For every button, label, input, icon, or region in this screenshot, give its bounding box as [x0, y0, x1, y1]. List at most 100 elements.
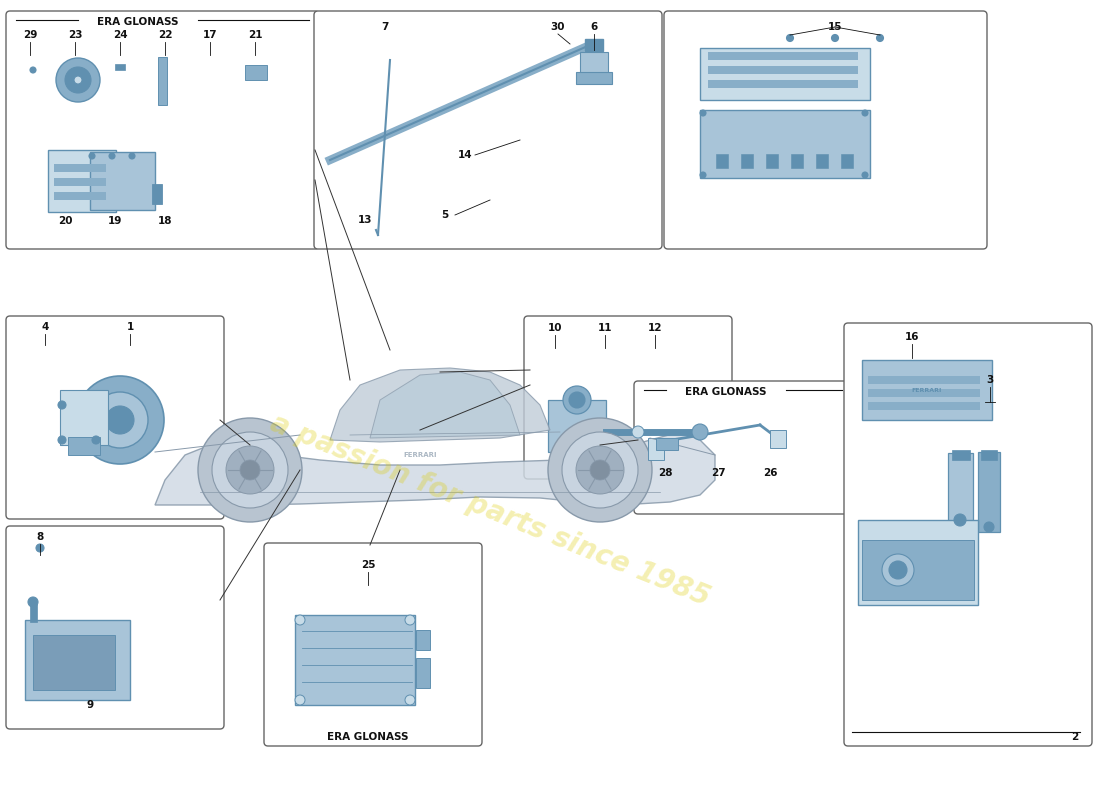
Text: 25: 25: [361, 560, 375, 570]
Bar: [868, 376, 980, 384]
Bar: [548, 400, 606, 452]
Bar: [978, 452, 1000, 532]
Text: 10: 10: [548, 323, 562, 333]
FancyBboxPatch shape: [314, 11, 662, 249]
Text: 24: 24: [112, 30, 128, 40]
Text: 19: 19: [108, 216, 122, 226]
Circle shape: [58, 401, 66, 409]
Text: 1: 1: [126, 322, 133, 332]
Text: 16: 16: [904, 332, 920, 342]
Bar: [54, 192, 106, 200]
Polygon shape: [370, 372, 520, 438]
Text: 5: 5: [441, 210, 449, 220]
Bar: [152, 184, 162, 204]
Bar: [90, 152, 155, 210]
Bar: [416, 630, 430, 650]
Circle shape: [30, 67, 36, 73]
Circle shape: [576, 446, 624, 494]
Text: 18: 18: [157, 216, 173, 226]
Bar: [295, 615, 415, 705]
Circle shape: [89, 153, 95, 159]
Text: 20: 20: [57, 216, 73, 226]
Bar: [245, 65, 267, 80]
Circle shape: [106, 406, 134, 434]
Bar: [948, 453, 974, 525]
Circle shape: [700, 110, 706, 116]
Circle shape: [405, 615, 415, 625]
Text: 21: 21: [248, 30, 262, 40]
Text: 3: 3: [987, 375, 993, 385]
Circle shape: [954, 514, 966, 526]
Circle shape: [692, 424, 708, 440]
Text: 2: 2: [1071, 732, 1079, 742]
Text: 15: 15: [827, 22, 843, 32]
Polygon shape: [155, 432, 715, 505]
Circle shape: [569, 392, 585, 408]
Text: 11: 11: [597, 323, 613, 333]
Bar: [766, 154, 778, 168]
Text: 22: 22: [157, 30, 173, 40]
Text: 7: 7: [382, 22, 388, 32]
Text: 27: 27: [711, 468, 725, 478]
Circle shape: [240, 460, 260, 480]
Text: 4: 4: [42, 322, 48, 332]
Circle shape: [109, 153, 116, 159]
Text: 12: 12: [648, 323, 662, 333]
Bar: [576, 72, 612, 84]
Bar: [770, 430, 786, 448]
Bar: [68, 437, 100, 455]
FancyBboxPatch shape: [634, 381, 852, 514]
Circle shape: [295, 695, 305, 705]
Bar: [33, 635, 116, 690]
Circle shape: [832, 34, 838, 42]
Circle shape: [984, 522, 994, 532]
FancyBboxPatch shape: [6, 526, 224, 729]
Text: ERA GLONASS: ERA GLONASS: [328, 732, 409, 742]
Circle shape: [58, 436, 66, 444]
Circle shape: [786, 34, 793, 42]
Bar: [708, 80, 858, 88]
Text: ERA GLONASS: ERA GLONASS: [685, 387, 767, 397]
Circle shape: [548, 418, 652, 522]
Bar: [862, 540, 974, 600]
Bar: [842, 154, 852, 168]
Circle shape: [882, 554, 914, 586]
Bar: [416, 658, 430, 688]
Circle shape: [877, 34, 883, 42]
Circle shape: [76, 376, 164, 464]
Bar: [700, 48, 870, 100]
Circle shape: [92, 436, 100, 444]
Text: 6: 6: [591, 22, 597, 32]
Circle shape: [700, 172, 706, 178]
Bar: [580, 52, 608, 74]
Bar: [708, 52, 858, 60]
Circle shape: [28, 597, 38, 607]
Text: 26: 26: [762, 468, 778, 478]
Text: 30: 30: [551, 22, 565, 32]
Circle shape: [36, 544, 44, 552]
Circle shape: [889, 561, 908, 579]
Bar: [656, 438, 678, 450]
FancyBboxPatch shape: [664, 11, 987, 249]
Text: 28: 28: [658, 468, 672, 478]
Bar: [25, 620, 130, 700]
Text: 23: 23: [68, 30, 82, 40]
Text: ERA GLONASS: ERA GLONASS: [97, 17, 179, 27]
Polygon shape: [330, 368, 550, 442]
Circle shape: [295, 615, 305, 625]
Bar: [741, 154, 754, 168]
FancyBboxPatch shape: [6, 316, 224, 519]
Bar: [858, 520, 978, 605]
Bar: [716, 154, 728, 168]
Text: FERRARI: FERRARI: [912, 387, 943, 393]
Circle shape: [65, 67, 91, 93]
Bar: [791, 154, 803, 168]
Bar: [585, 39, 603, 51]
Bar: [816, 154, 828, 168]
FancyBboxPatch shape: [264, 543, 482, 746]
Bar: [708, 66, 858, 74]
FancyBboxPatch shape: [524, 316, 732, 479]
Circle shape: [198, 418, 302, 522]
Circle shape: [92, 392, 148, 448]
Bar: [868, 389, 980, 397]
